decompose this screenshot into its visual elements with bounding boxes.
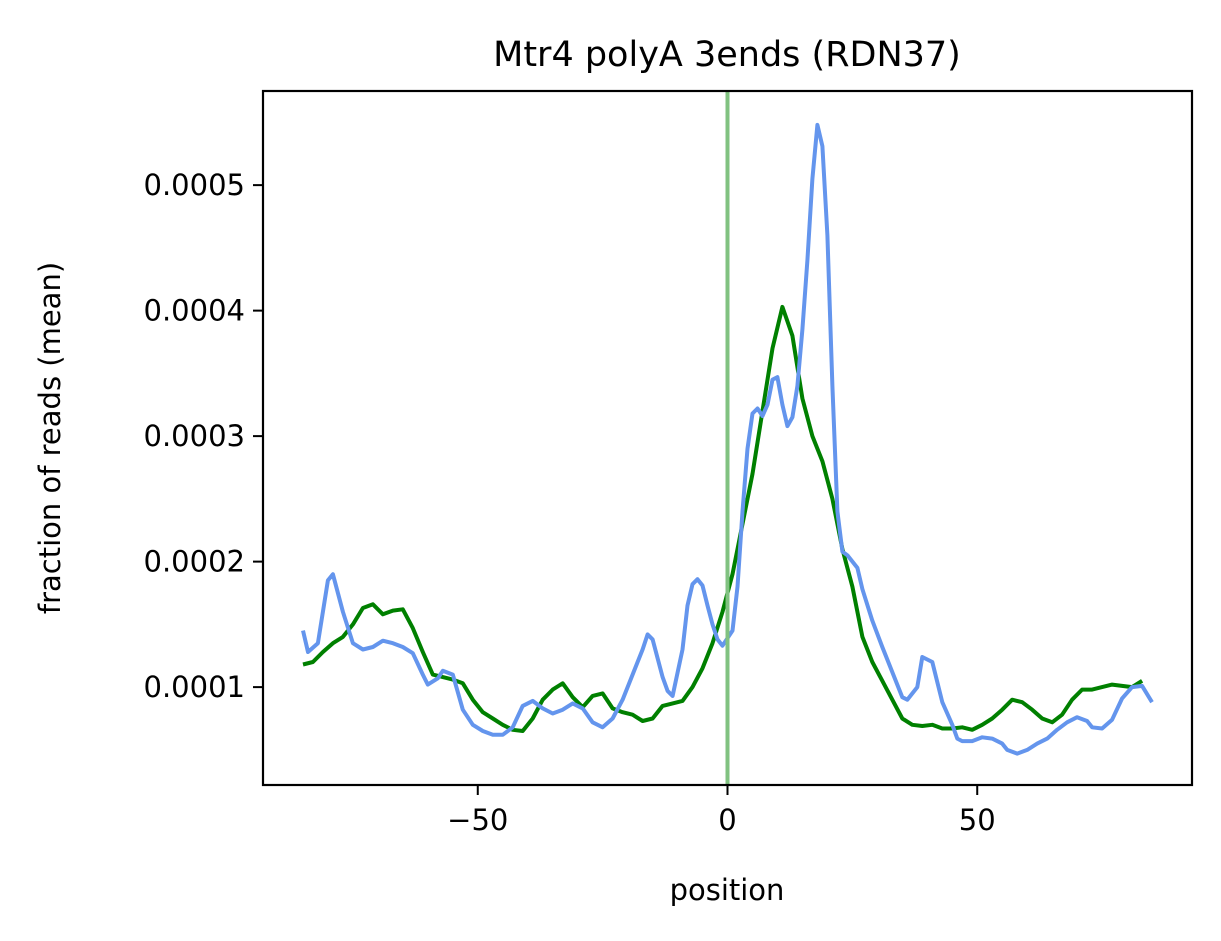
y-tick-label: 0.0001 [144, 670, 245, 704]
y-axis-ticks: 0.0001 0.0002 0.0003 0.0004 0.0005 [144, 168, 263, 704]
x-tick-label: 50 [959, 803, 996, 837]
y-tick-label: 0.0005 [144, 168, 245, 202]
series-layer [301, 122, 1154, 756]
y-axis-label: fraction of reads (mean) [33, 262, 67, 614]
series-line-1 [302, 304, 1144, 733]
y-tick-label: 0.0004 [144, 294, 245, 328]
y-tick-label: 0.0002 [144, 545, 245, 579]
x-tick-label: 0 [718, 803, 736, 837]
x-tick-label: −50 [447, 803, 508, 837]
chart-title: Mtr4 polyA 3ends (RDN37) [493, 35, 961, 75]
y-tick-label: 0.0003 [144, 419, 245, 453]
series-line-2 [301, 122, 1154, 756]
x-axis-ticks: −50 0 50 [447, 785, 996, 837]
x-axis-label: position [670, 873, 785, 907]
